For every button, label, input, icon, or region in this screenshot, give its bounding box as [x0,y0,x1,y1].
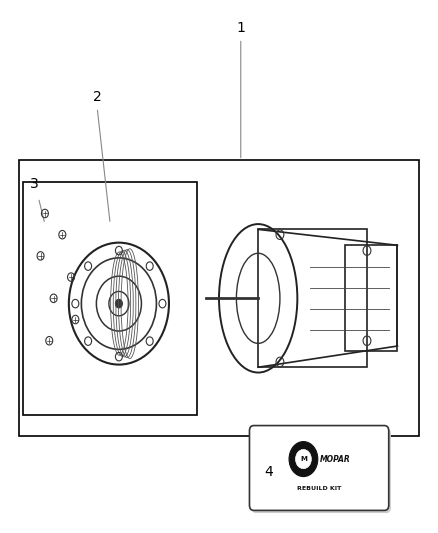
Bar [23,182,197,415]
Circle shape [296,449,311,469]
Bar [258,229,367,367]
Circle shape [289,441,318,477]
Bar [345,245,397,351]
Text: 4: 4 [265,465,273,479]
Text: 1: 1 [237,21,245,35]
Text: 2: 2 [93,90,102,104]
Circle shape [115,300,122,308]
FancyBboxPatch shape [250,425,389,511]
Text: M: M [300,456,307,462]
Bar [19,160,419,436]
Text: 3: 3 [30,177,39,191]
FancyBboxPatch shape [252,428,391,513]
Text: MOPAR: MOPAR [319,455,350,464]
Text: REBUILD KIT: REBUILD KIT [297,486,341,491]
